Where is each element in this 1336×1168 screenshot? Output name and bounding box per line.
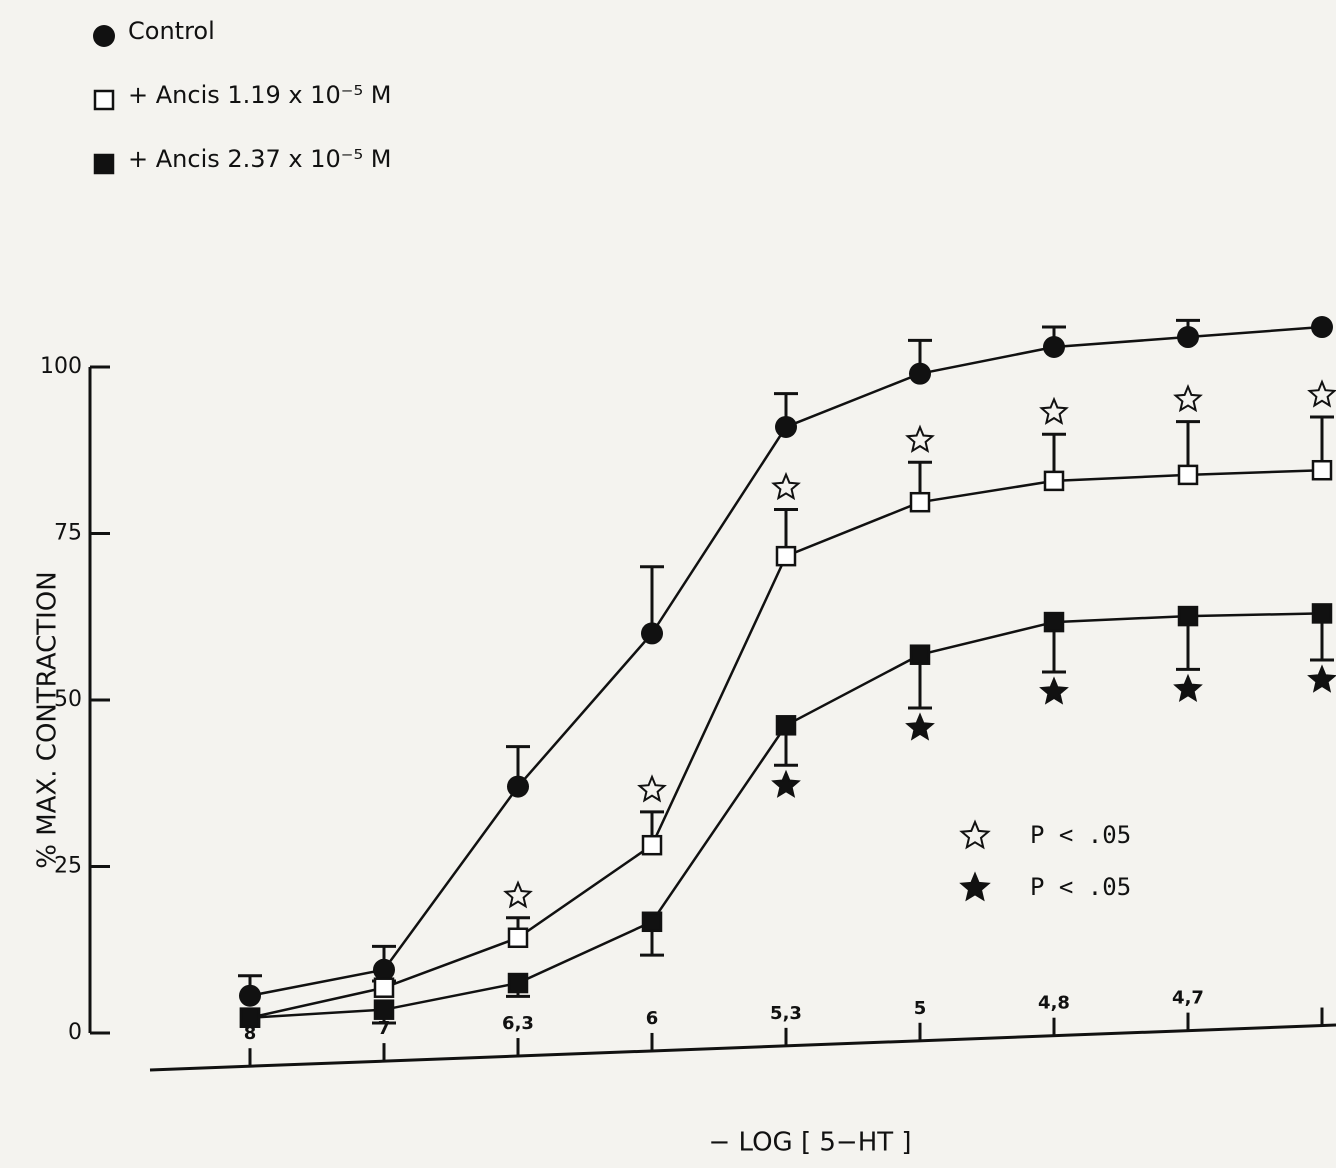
y-axis-label: % MAX. CONTRACTION	[33, 571, 63, 868]
x-axis	[150, 1025, 1336, 1070]
y-tick-label: 50	[54, 687, 82, 712]
x-tick-label: 4,8	[1038, 993, 1070, 1014]
y-tick-label: 100	[40, 354, 82, 379]
point	[777, 716, 795, 734]
x-tick-label: 6,3	[502, 1013, 534, 1034]
x-tick-label: 5	[914, 998, 927, 1019]
significance-star	[1042, 399, 1067, 423]
significance-star	[1310, 382, 1335, 406]
significance-star	[774, 772, 799, 796]
legend-marker	[95, 155, 113, 173]
point	[373, 959, 395, 981]
point	[509, 929, 527, 947]
y-tick-label: 0	[68, 1020, 82, 1045]
point	[241, 1009, 259, 1027]
key-label: P < .05	[1030, 873, 1131, 901]
x-axis-label: − LOG [ 5−HT ]	[708, 1128, 911, 1158]
point	[239, 985, 261, 1007]
point	[643, 913, 661, 931]
point	[509, 974, 527, 992]
significance-star	[1176, 676, 1201, 700]
point	[1179, 466, 1197, 484]
point	[375, 979, 393, 997]
point	[641, 622, 663, 644]
series-line	[250, 613, 1322, 1017]
point	[1045, 613, 1063, 631]
significance-star	[908, 715, 933, 739]
x-tick-label: 4,7	[1172, 988, 1204, 1009]
significance-star	[640, 777, 665, 801]
point	[775, 416, 797, 438]
significance-star	[506, 883, 531, 907]
y-tick-label: 75	[54, 521, 82, 546]
point	[1177, 326, 1199, 348]
key-label: P < .05	[1030, 821, 1131, 849]
significance-star	[908, 427, 933, 451]
point	[777, 547, 795, 565]
point	[375, 1001, 393, 1019]
point	[507, 776, 529, 798]
y-tick-label: 25	[54, 854, 82, 879]
point	[1045, 472, 1063, 490]
point	[643, 836, 661, 854]
legend-marker	[95, 91, 113, 109]
point	[1179, 607, 1197, 625]
point	[911, 493, 929, 511]
legend-marker	[93, 25, 115, 47]
point	[1313, 604, 1331, 622]
significance-star	[774, 475, 799, 499]
chart: − LOG [ 5−HT ] % MAX. CONTRACTION 0 25 50 7…	[0, 0, 1336, 1168]
point	[911, 646, 929, 664]
legend-label: + Ancis 1.19 x 10⁻⁵ M	[128, 81, 391, 109]
point	[1311, 316, 1333, 338]
legend-label: Control	[128, 17, 215, 45]
significance-star	[1042, 679, 1067, 703]
point	[909, 363, 931, 385]
significance-star	[1176, 387, 1201, 411]
significance-star	[1310, 667, 1335, 691]
key-star	[962, 822, 989, 847]
point	[1043, 336, 1065, 358]
key-star	[962, 874, 989, 899]
legend-label: + Ancis 2.37 x 10⁻⁵ M	[128, 145, 391, 173]
x-tick-label: 6	[646, 1008, 659, 1029]
point	[1313, 461, 1331, 479]
x-tick-label: 5,3	[770, 1003, 802, 1024]
